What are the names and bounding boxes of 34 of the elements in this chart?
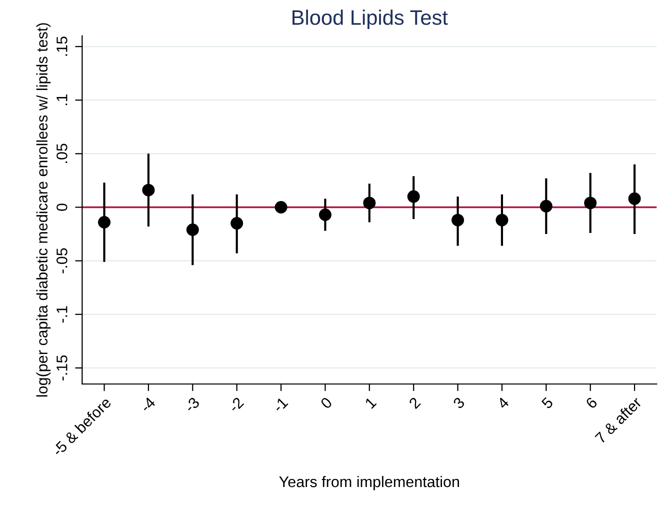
chart-title: Blood Lipids Test xyxy=(292,10,448,30)
y-tick-label: 0 xyxy=(56,204,68,211)
x-tick-label: -3 xyxy=(184,396,200,413)
y-tick-label: -.1 xyxy=(56,306,68,323)
point xyxy=(318,208,332,221)
x-tick-label: 0 xyxy=(320,396,333,410)
point xyxy=(274,200,288,214)
x-tick-label: 2 xyxy=(408,396,421,410)
x-tick-label: -1 xyxy=(272,396,288,413)
y-axis-title: log(per capita diabetic medicare enrollees w/ lipids test) xyxy=(36,23,51,397)
x-tick-label: 6 xyxy=(585,396,598,410)
point xyxy=(407,190,420,203)
x-tick-label: -2 xyxy=(228,396,244,413)
y-tick-label: .1 xyxy=(56,94,68,106)
point xyxy=(98,216,111,228)
y-tick-label: .05 xyxy=(56,144,68,163)
x-tick-label: 1 xyxy=(364,396,377,409)
point xyxy=(186,223,199,236)
x-tick-label: -4 xyxy=(140,396,156,413)
point xyxy=(540,200,552,212)
x-tick-label: 5 xyxy=(540,396,554,410)
y-tick-label: .15 xyxy=(56,36,68,56)
y-tick-label: -.05 xyxy=(56,248,68,274)
x-axis-title: Years from implementation xyxy=(279,476,459,490)
point xyxy=(452,214,464,226)
y-tick-label: -.15 xyxy=(56,355,68,380)
point xyxy=(628,192,641,205)
x-tick-label: 3 xyxy=(452,396,466,410)
point xyxy=(230,217,244,230)
point xyxy=(142,184,155,196)
point xyxy=(363,196,376,210)
point xyxy=(496,214,508,226)
x-tick-label: 4 xyxy=(496,396,510,410)
point xyxy=(584,196,597,210)
